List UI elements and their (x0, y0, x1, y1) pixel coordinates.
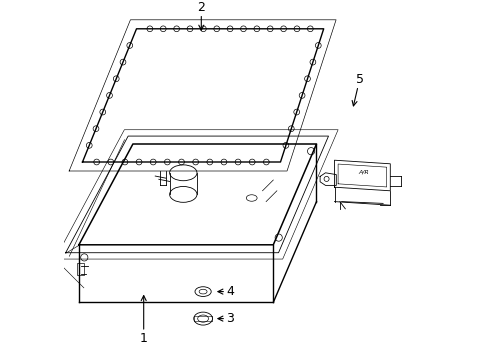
Text: 2: 2 (197, 1, 205, 30)
Text: 3: 3 (218, 312, 234, 325)
Text: 4: 4 (218, 285, 234, 298)
Bar (77, 263, 83, 275)
Text: 5: 5 (351, 73, 363, 106)
Text: A/R: A/R (357, 170, 368, 175)
Text: 1: 1 (140, 296, 147, 345)
